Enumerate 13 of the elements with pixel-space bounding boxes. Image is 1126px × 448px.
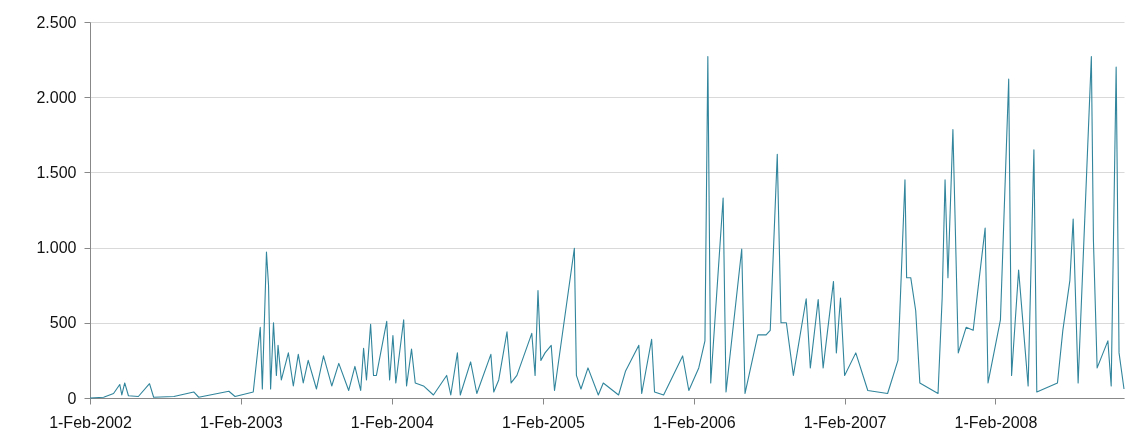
x-tick-label: 1-Feb-2008: [954, 413, 1038, 431]
y-tick-label: 500: [49, 314, 77, 332]
x-tick-label: 1-Feb-2005: [502, 413, 585, 431]
y-tick-label: 2.500: [36, 13, 77, 31]
x-tick-label: 1-Feb-2003: [199, 413, 283, 431]
y-tick-label: 2.000: [36, 88, 77, 106]
x-tick-label: 1-Feb-2004: [350, 413, 434, 431]
y-tick-label: 0: [67, 389, 77, 407]
x-tick-label: 1-Feb-2007: [803, 413, 887, 431]
y-tick-label: 1.500: [36, 163, 77, 181]
y-tick-label: 1.000: [36, 239, 77, 257]
x-tick-label: 1-Feb-2002: [49, 413, 132, 431]
x-tick-label: 1-Feb-2006: [652, 413, 736, 431]
